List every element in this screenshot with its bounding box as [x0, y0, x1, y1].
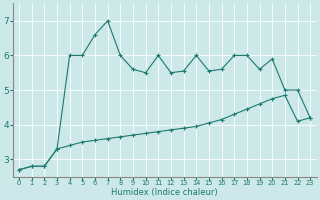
- X-axis label: Humidex (Indice chaleur): Humidex (Indice chaleur): [111, 188, 218, 197]
